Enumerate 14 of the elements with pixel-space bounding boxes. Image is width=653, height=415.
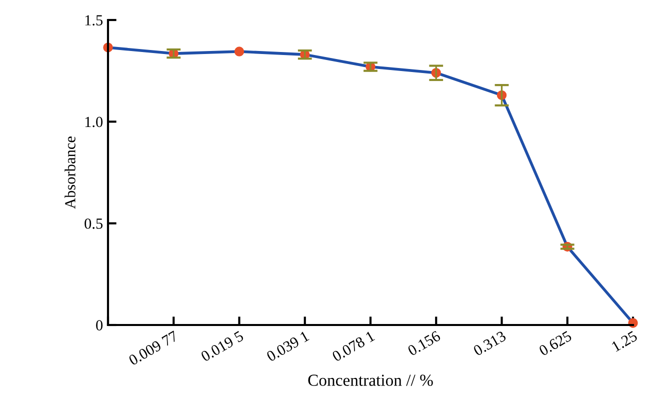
x-tick-label: 0.313 (472, 330, 507, 356)
y-tick-label: 0.5 (84, 218, 103, 229)
x-tick-label: 0.019 5 (200, 330, 244, 362)
x-tick-label: 0.625 (538, 330, 572, 356)
x-tick-label: 0.156 (407, 330, 442, 356)
x-axis-title: Concentration // % (308, 374, 433, 386)
y-axis-title: Absorbance (64, 136, 76, 209)
x-tick-label: 0.039 1 (266, 330, 310, 362)
y-tick-label: 1.0 (85, 116, 103, 128)
y-tick-label: 0 (96, 320, 103, 330)
x-tick-label: 1.25 (611, 330, 638, 352)
x-tick-label: 0.009 77 (128, 330, 179, 366)
x-tick-label: 0.078 1 (332, 330, 376, 362)
y-tick-label: 1.5 (85, 15, 103, 26)
